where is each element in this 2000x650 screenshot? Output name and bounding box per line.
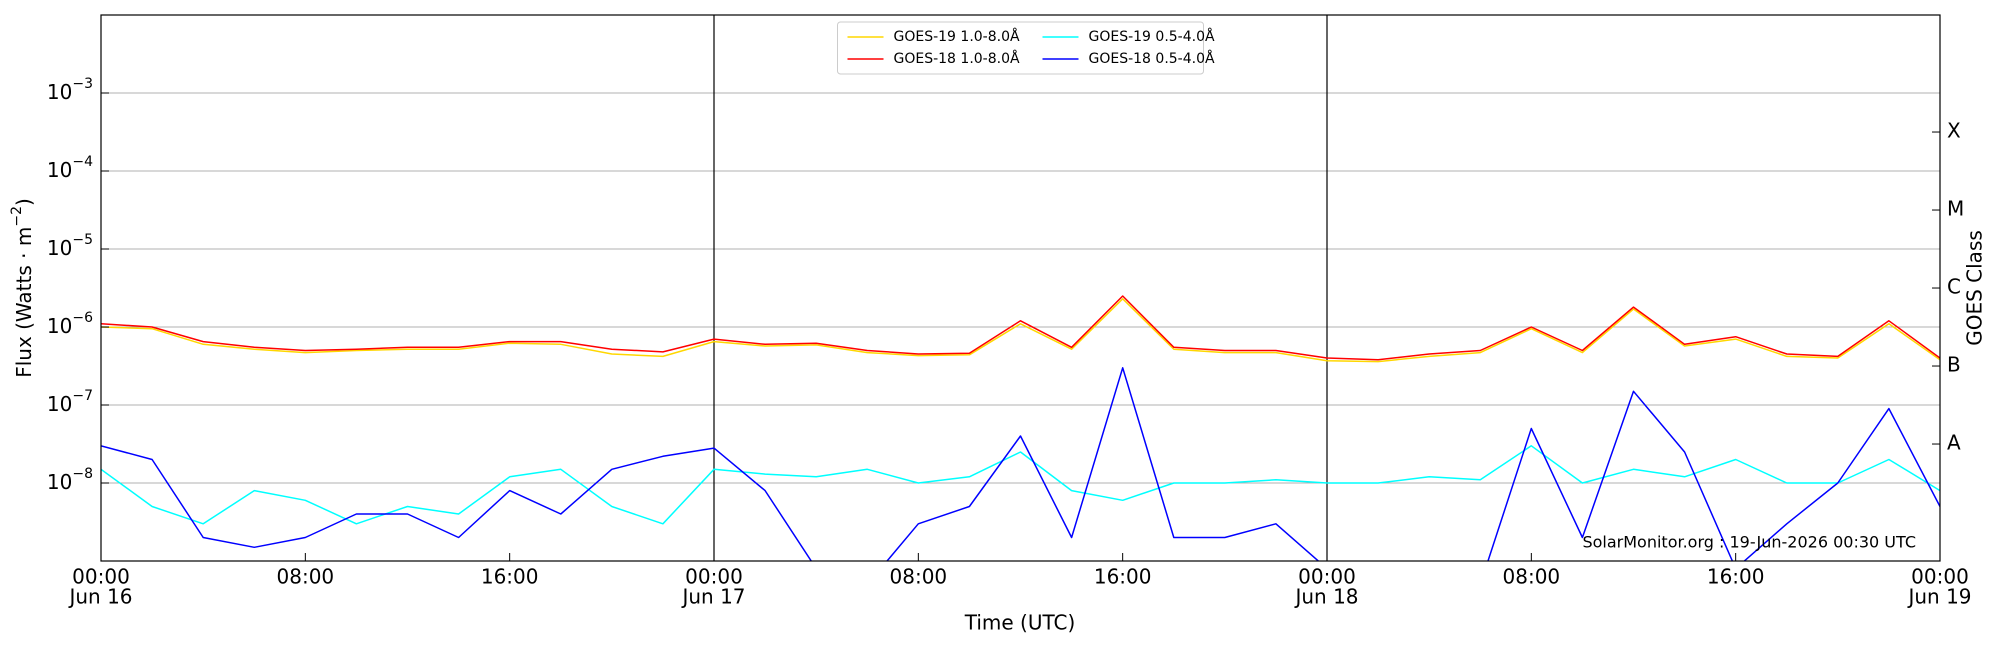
- x-tick-label: 00:00: [685, 565, 743, 589]
- y2-tick-label: B: [1947, 353, 1961, 377]
- y2-tick-label: X: [1947, 119, 1961, 143]
- x-tick-label: 16:00: [481, 565, 539, 589]
- annotation: SolarMonitor.org : 19-Jun-2026 00:30 UTC: [1582, 533, 1916, 552]
- x-tick-label: 08:00: [277, 565, 335, 589]
- y2-axis-label: GOES Class: [1963, 230, 1987, 346]
- legend-label: GOES-19 0.5-4.0Å: [1089, 28, 1215, 45]
- y-tick-label: 10−6: [47, 310, 93, 338]
- y-tick-base: 10: [47, 158, 72, 182]
- x-tick-label: 16:00: [1094, 565, 1152, 589]
- plot-frame: [100, 14, 1941, 562]
- y-tick-base: 10: [47, 236, 72, 260]
- y2-tick-label: M: [1947, 197, 1964, 221]
- series-line: [101, 298, 1940, 363]
- legend-label: GOES-19 1.0-8.0Å: [894, 28, 1020, 45]
- series-line: [101, 367, 1940, 561]
- legend-label: GOES-18 1.0-8.0Å: [894, 50, 1020, 67]
- x-axis-label: Time (UTC): [964, 611, 1076, 635]
- y-tick-base: 10: [47, 392, 72, 416]
- y2-tick-label: A: [1947, 431, 1961, 455]
- y-axis-label-part: ): [12, 198, 36, 206]
- y-tick-label: 10−7: [47, 388, 93, 416]
- y-tick-base: 10: [47, 470, 72, 494]
- x-tick-label: 00:00: [1298, 565, 1356, 589]
- y-tick-label: 10−4: [47, 154, 93, 182]
- series-line: [101, 295, 1940, 361]
- legend-box: [837, 21, 1204, 75]
- plot-area: [101, 295, 1940, 561]
- x-tick-label: 16:00: [1707, 565, 1765, 589]
- x-tick-label: 08:00: [1503, 565, 1561, 589]
- y-tick-exp: −7: [72, 388, 93, 404]
- series-line: [101, 445, 1940, 525]
- y-axis-label: Flux (Watts · m−2): [9, 198, 36, 378]
- y-tick-exp: −8: [72, 466, 93, 482]
- y-tick-label: 10−8: [47, 466, 93, 494]
- y-tick-exp: −3: [72, 76, 93, 92]
- x-tick-label: 00:00: [1911, 565, 1969, 589]
- x-tick-label: Jun 17: [680, 585, 745, 609]
- grid: [101, 15, 1940, 561]
- y-tick-base: 10: [47, 314, 72, 338]
- x-tick-label: 08:00: [890, 565, 948, 589]
- legend-label: GOES-18 0.5-4.0Å: [1089, 50, 1215, 67]
- y-tick-label: 10−3: [47, 76, 93, 104]
- y-tick-base: 10: [47, 80, 72, 104]
- x-tick-label: Jun 18: [1293, 585, 1358, 609]
- y-axis-label-exp: −2: [9, 206, 25, 227]
- y-axis-label-part: Flux (Watts · m: [12, 227, 36, 378]
- y-tick-exp: −4: [72, 154, 93, 170]
- x-tick-label: 00:00: [72, 565, 130, 589]
- x-tick-label: Jun 16: [67, 585, 132, 609]
- y-tick-label: 10−5: [47, 232, 93, 260]
- x-tick-label: Jun 19: [1906, 585, 1971, 609]
- legend: GOES-19 1.0-8.0Å GOES-18 1.0-8.0Å GOES-19 …: [837, 21, 1215, 75]
- y2-tick-label: C: [1947, 275, 1961, 299]
- y-tick-exp: −6: [72, 310, 93, 326]
- y-tick-exp: −5: [72, 232, 93, 248]
